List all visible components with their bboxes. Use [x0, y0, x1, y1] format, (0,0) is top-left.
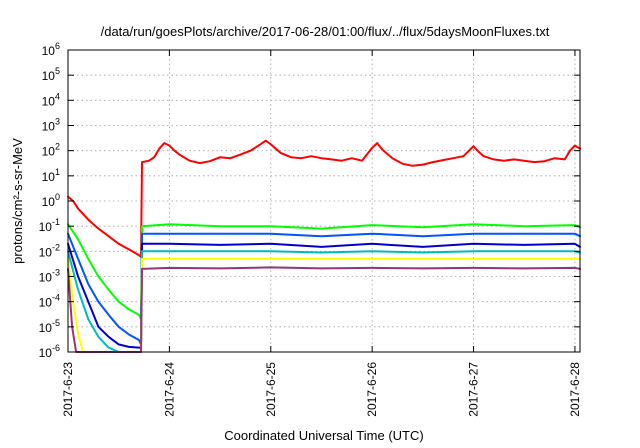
- chart-title: /data/run/goesPlots/archive/2017-06-28/0…: [101, 24, 550, 39]
- x-tick-label: 2017-6-23: [61, 362, 75, 417]
- series-line-7: [67, 266, 581, 353]
- series-line-4: [67, 242, 581, 349]
- y-tick-label: 102: [42, 142, 60, 159]
- y-tick-labels: 10-6 10-5 10-4 10-3 10-2 10-1 100 101 102 103 104 1…: [39, 41, 60, 360]
- x-tick-label: 2017-6-24: [162, 362, 176, 417]
- series-line-3: [67, 232, 581, 346]
- x-tick-labels: 2017-6-23 2017-6-24 2017-6-25 2017-6-26 2017…: [61, 362, 582, 417]
- y-axis-label: protons/cm²-s-sr-MeV: [10, 138, 25, 264]
- x-tick-label: 2017-6-27: [467, 362, 481, 417]
- y-tick-label: 10-2: [39, 242, 60, 259]
- series-line-1: [67, 139, 581, 258]
- y-tick-label: 10-4: [39, 293, 60, 310]
- y-tick-label: 106: [42, 41, 60, 58]
- x-tick-label: 2017-6-25: [264, 362, 278, 417]
- x-tick-label: 2017-6-28: [568, 362, 582, 417]
- y-tick-label: 104: [42, 91, 60, 108]
- series-line-6: [67, 257, 581, 353]
- series-layer: [67, 139, 581, 353]
- x-axis-label: Coordinated Universal Time (UTC): [224, 428, 423, 443]
- y-tick-label: 10-1: [39, 217, 60, 234]
- y-tick-label: 103: [42, 117, 60, 134]
- y-tick-label: 105: [42, 66, 60, 83]
- y-tick-label: 100: [42, 192, 60, 209]
- y-tick-label: 10-5: [39, 318, 60, 335]
- y-tick-label: 101: [42, 167, 60, 184]
- grid: [68, 50, 580, 352]
- series-line-5: [67, 250, 581, 353]
- x-tick-label: 2017-6-26: [365, 362, 379, 417]
- ticks: [67, 49, 580, 353]
- y-tick-label: 10-6: [39, 343, 60, 360]
- series-line-2: [67, 223, 581, 321]
- y-tick-label: 10-3: [39, 268, 60, 285]
